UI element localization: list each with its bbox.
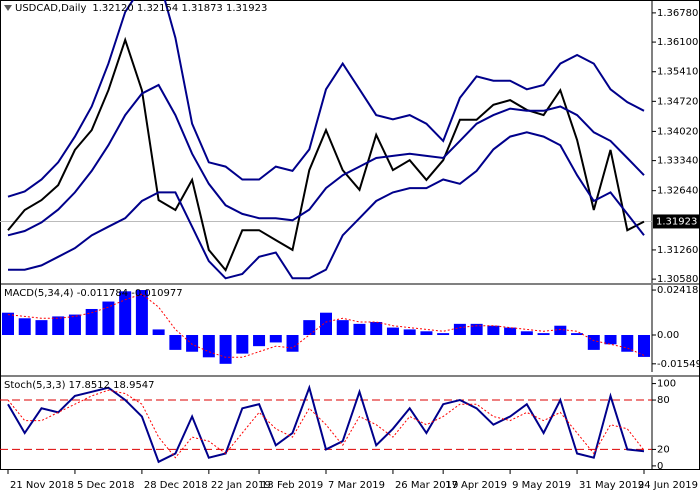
bar xyxy=(571,333,584,336)
bar xyxy=(186,335,199,352)
last-price-label: 1.31923 xyxy=(656,216,697,227)
y-tick-label: 0 xyxy=(657,461,663,472)
plot-area xyxy=(0,0,652,280)
bar xyxy=(554,325,567,336)
y-tick-label: 0.024188 xyxy=(657,285,700,296)
series-line xyxy=(7,36,645,273)
bar xyxy=(353,323,366,336)
x-tick-label: 22 Jan 2019 xyxy=(211,480,271,491)
bar xyxy=(587,335,600,350)
signal-line xyxy=(7,389,645,459)
bar xyxy=(403,329,416,336)
x-tick-label: 31 May 2019 xyxy=(579,480,644,491)
panel-title: Stoch(5,3,3) 17.8512 18.9547 xyxy=(4,380,155,391)
bar xyxy=(320,312,332,336)
x-tick-label: 5 Dec 2018 xyxy=(77,480,135,491)
y-tick-label: 0.00 xyxy=(657,330,679,341)
bar xyxy=(336,320,349,336)
series-line xyxy=(7,384,645,464)
bar xyxy=(437,333,450,336)
y-tick-label: 80 xyxy=(657,395,670,406)
x-tick-label: 28 Dec 2018 xyxy=(144,480,208,491)
bar xyxy=(638,335,650,357)
bar xyxy=(135,290,148,336)
x-tick-label: 21 Nov 2018 xyxy=(10,480,74,491)
x-tick-label: 13 Feb 2019 xyxy=(261,480,323,491)
bar xyxy=(152,329,165,336)
last-price-box xyxy=(653,214,700,229)
x-tick-label: 9 May 2019 xyxy=(512,480,571,491)
price-info: 1.32120 1.32154 1.31873 1.31923 xyxy=(92,3,267,14)
panel-title: USDCAD,Daily xyxy=(15,3,86,14)
panel-title: MACD(5,34,4) -0.011784 -0.010977 xyxy=(4,288,183,299)
y-tick-label: 1.36100 xyxy=(657,37,698,48)
bar xyxy=(470,323,483,336)
y-tick-label: 1.31260 xyxy=(657,245,698,256)
x-tick-label: 17 Apr 2019 xyxy=(445,480,507,491)
bar xyxy=(253,335,266,347)
y-tick-label: 1.36780 xyxy=(657,8,698,19)
bar xyxy=(35,320,48,336)
bar xyxy=(621,335,634,352)
y-tick-label: 1.30580 xyxy=(657,274,698,285)
bar xyxy=(420,331,433,336)
bar xyxy=(370,321,383,336)
bar xyxy=(537,333,550,336)
y-tick-label: 1.35410 xyxy=(657,67,698,78)
bar xyxy=(236,335,249,354)
y-tick-label: 1.34020 xyxy=(657,126,698,137)
y-tick-label: 1.32640 xyxy=(657,186,698,197)
plot-area xyxy=(2,290,650,364)
symbol-icon xyxy=(4,5,12,11)
signal-line xyxy=(7,293,645,358)
x-tick-label: 26 Mar 2019 xyxy=(395,480,458,491)
bar xyxy=(169,335,182,350)
y-tick-label: 1.34720 xyxy=(657,96,698,107)
x-tick-label: 7 Mar 2019 xyxy=(328,480,385,491)
bar xyxy=(604,335,617,345)
bar xyxy=(85,308,98,336)
bar xyxy=(202,335,215,358)
bar xyxy=(520,331,533,336)
bar xyxy=(18,318,31,336)
series-line xyxy=(8,131,645,280)
y-tick-label: 20 xyxy=(657,444,670,455)
bar xyxy=(269,335,282,343)
series-line xyxy=(7,0,645,198)
bar xyxy=(68,314,81,336)
bar xyxy=(303,320,316,336)
bar xyxy=(504,327,517,336)
plot-area xyxy=(0,384,652,464)
bar xyxy=(52,316,65,336)
bar xyxy=(386,327,399,336)
y-tick-label: 100 xyxy=(657,379,676,390)
bar xyxy=(286,335,299,352)
bar xyxy=(102,301,115,336)
x-tick-label: 24 Jun 2019 xyxy=(638,480,698,491)
bar xyxy=(119,291,132,336)
bar xyxy=(487,325,500,336)
bar xyxy=(2,312,14,336)
bar xyxy=(453,323,466,336)
bar xyxy=(219,335,232,364)
y-tick-label: -0.015497 xyxy=(657,359,700,370)
y-tick-label: 1.33340 xyxy=(657,156,698,167)
series-line xyxy=(7,83,645,237)
